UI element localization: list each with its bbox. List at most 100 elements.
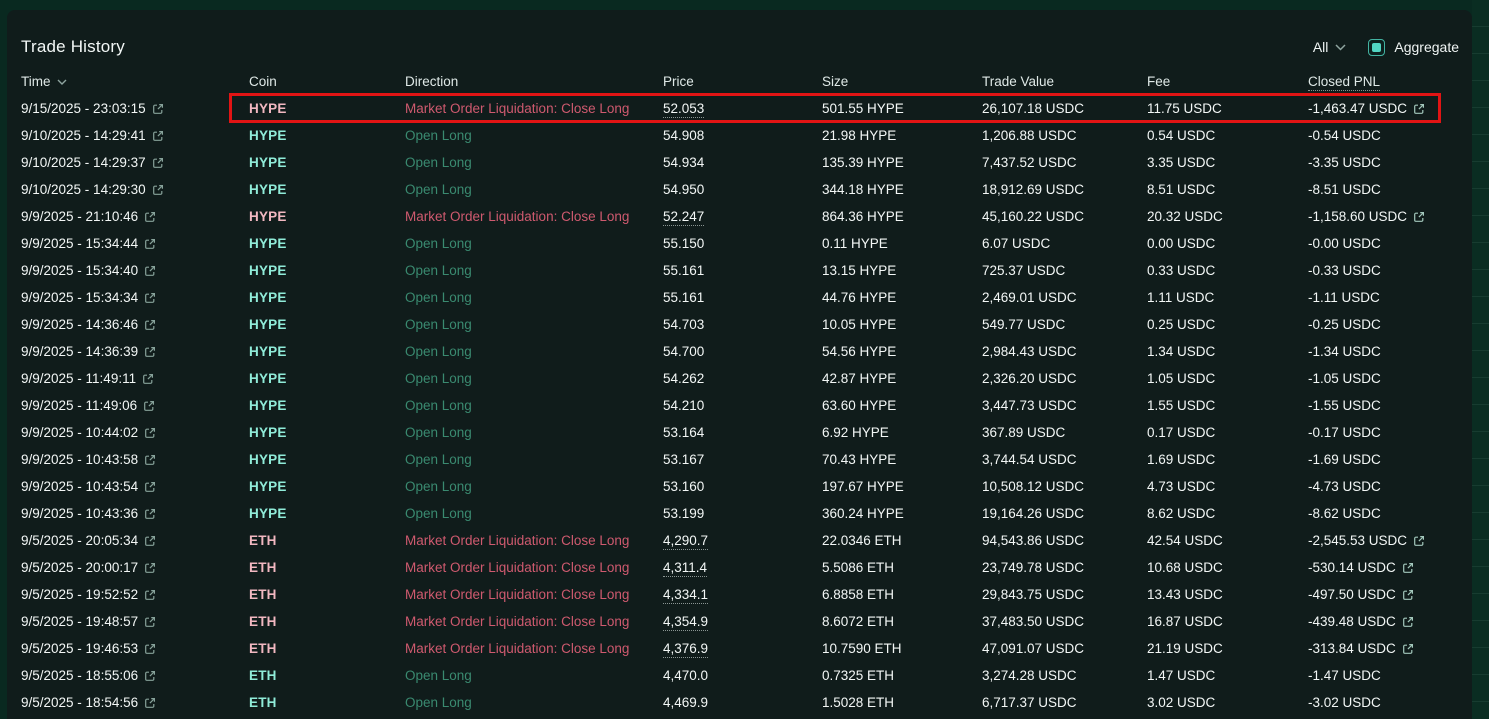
external-link-icon[interactable] bbox=[144, 292, 156, 304]
coin-value: HYPE bbox=[249, 398, 287, 413]
cell-size-value: 197.67 HYPE bbox=[822, 479, 904, 494]
time-value: 9/9/2025 - 10:43:36 bbox=[21, 506, 139, 521]
cell-fee-value: 10.68 USDC bbox=[1147, 560, 1223, 575]
price-value[interactable]: 4,334.1 bbox=[663, 586, 709, 604]
closed-pnl-value: -8.51 USDC bbox=[1308, 182, 1381, 197]
direction-value: Open Long bbox=[405, 668, 472, 683]
cell-closed-pnl: -8.51 USDC bbox=[1308, 176, 1472, 203]
cell-trade-value: 18,912.69 USDC bbox=[982, 176, 1147, 203]
external-link-icon[interactable] bbox=[1402, 643, 1414, 655]
time-value: 9/9/2025 - 15:34:44 bbox=[21, 236, 139, 251]
cell-fee-value: 21.19 USDC bbox=[1147, 641, 1223, 656]
cell-trade-value-value: 94,543.86 USDC bbox=[982, 533, 1085, 548]
cell-direction: Market Order Liquidation: Close Long bbox=[405, 527, 663, 554]
external-link-icon[interactable] bbox=[144, 346, 156, 358]
cell-time: 9/5/2025 - 18:55:06 bbox=[21, 662, 249, 689]
column-header-time[interactable]: Time bbox=[21, 68, 249, 95]
time-value: 9/9/2025 - 14:36:46 bbox=[21, 317, 139, 332]
price-value[interactable]: 4,354.9 bbox=[663, 613, 709, 631]
external-link-icon[interactable] bbox=[142, 373, 154, 385]
cell-direction: Open Long bbox=[405, 473, 663, 500]
cell-fee: 0.17 USDC bbox=[1147, 419, 1308, 446]
external-link-icon[interactable] bbox=[1402, 589, 1414, 601]
cell-trade-value-value: 2,469.01 USDC bbox=[982, 290, 1077, 305]
direction-value: Market Order Liquidation: Close Long bbox=[405, 101, 630, 116]
direction-value: Open Long bbox=[405, 425, 472, 440]
cell-size-value: 135.39 HYPE bbox=[822, 155, 904, 170]
external-link-icon[interactable] bbox=[144, 616, 156, 628]
cell-fee: 1.05 USDC bbox=[1147, 365, 1308, 392]
sort-chevron-down-icon[interactable] bbox=[57, 79, 67, 85]
cell-fee-value: 0.25 USDC bbox=[1147, 317, 1216, 332]
external-link-icon[interactable] bbox=[144, 319, 156, 331]
cell-price: 4,376.9 bbox=[663, 640, 822, 658]
cell-size: 501.55 HYPE bbox=[822, 95, 982, 122]
cell-closed-pnl: -1,463.47 USDC bbox=[1308, 95, 1472, 122]
trade-history-table: Time Coin Direction Price Size Trade Value Fee… bbox=[21, 68, 1472, 716]
column-header-coin: Coin bbox=[249, 68, 405, 95]
external-link-icon[interactable] bbox=[144, 643, 156, 655]
external-link-icon[interactable] bbox=[1413, 535, 1425, 547]
price-value[interactable]: 4,290.7 bbox=[663, 532, 709, 550]
cell-size: 864.36 HYPE bbox=[822, 203, 982, 230]
cell-closed-pnl: -3.02 USDC bbox=[1308, 689, 1472, 716]
direction-value: Open Long bbox=[405, 344, 472, 359]
cell-fee-value: 1.11 USDC bbox=[1147, 290, 1215, 305]
external-link-icon[interactable] bbox=[152, 103, 164, 115]
cell-price: 53.160 bbox=[663, 473, 822, 500]
cell-size-value: 360.24 HYPE bbox=[822, 506, 904, 521]
external-link-icon[interactable] bbox=[144, 535, 156, 547]
external-link-icon[interactable] bbox=[144, 508, 156, 520]
direction-value: Open Long bbox=[405, 317, 472, 332]
time-value: 9/9/2025 - 21:10:46 bbox=[21, 209, 139, 224]
price-value[interactable]: 4,376.9 bbox=[663, 640, 709, 658]
cell-coin: ETH bbox=[249, 662, 405, 689]
column-header-fee: Fee bbox=[1147, 68, 1308, 95]
external-link-icon[interactable] bbox=[144, 265, 156, 277]
aggregate-toggle[interactable]: Aggregate bbox=[1368, 38, 1459, 56]
price-value: 54.262 bbox=[663, 371, 705, 386]
external-link-icon[interactable] bbox=[144, 454, 156, 466]
cell-fee: 8.51 USDC bbox=[1147, 176, 1308, 203]
external-link-icon[interactable] bbox=[144, 238, 156, 250]
coin-filter-dropdown[interactable]: All bbox=[1313, 39, 1347, 55]
direction-value: Open Long bbox=[405, 695, 472, 710]
external-link-icon[interactable] bbox=[144, 481, 156, 493]
price-value: 53.160 bbox=[663, 479, 705, 494]
external-link-icon[interactable] bbox=[144, 211, 156, 223]
external-link-icon[interactable] bbox=[144, 697, 156, 709]
coin-value: HYPE bbox=[249, 452, 287, 467]
external-link-icon[interactable] bbox=[143, 400, 155, 412]
price-value[interactable]: 52.053 bbox=[663, 100, 705, 118]
aggregate-checkbox[interactable] bbox=[1368, 38, 1386, 56]
external-link-icon[interactable] bbox=[152, 157, 164, 169]
external-link-icon[interactable] bbox=[1413, 211, 1425, 223]
external-link-icon[interactable] bbox=[144, 562, 156, 574]
cell-trade-value-value: 18,912.69 USDC bbox=[982, 182, 1085, 197]
external-link-icon[interactable] bbox=[1402, 562, 1414, 574]
table-row: 9/5/2025 - 20:00:17 ETH Market Order Liqui… bbox=[21, 554, 1472, 581]
external-link-icon[interactable] bbox=[144, 670, 156, 682]
price-value[interactable]: 52.247 bbox=[663, 208, 705, 226]
closed-pnl-value: -1.34 USDC bbox=[1308, 344, 1381, 359]
cell-price: 54.210 bbox=[663, 392, 822, 419]
cell-closed-pnl: -0.54 USDC bbox=[1308, 122, 1472, 149]
cell-trade-value: 3,744.54 USDC bbox=[982, 446, 1147, 473]
external-link-icon[interactable] bbox=[144, 589, 156, 601]
direction-value: Market Order Liquidation: Close Long bbox=[405, 560, 630, 575]
cell-direction: Open Long bbox=[405, 311, 663, 338]
chevron-down-icon bbox=[1335, 43, 1346, 51]
direction-value: Open Long bbox=[405, 371, 472, 386]
cell-size: 135.39 HYPE bbox=[822, 149, 982, 176]
price-value[interactable]: 4,311.4 bbox=[663, 559, 708, 577]
external-link-icon[interactable] bbox=[144, 427, 156, 439]
cell-trade-value-value: 3,744.54 USDC bbox=[982, 452, 1077, 467]
external-link-icon[interactable] bbox=[152, 184, 164, 196]
external-link-icon[interactable] bbox=[152, 130, 164, 142]
external-link-icon[interactable] bbox=[1413, 103, 1425, 115]
cell-size-value: 501.55 HYPE bbox=[822, 101, 904, 116]
column-header-size: Size bbox=[822, 68, 982, 95]
direction-value: Open Long bbox=[405, 263, 472, 278]
external-link-icon[interactable] bbox=[1402, 616, 1414, 628]
table-row: 9/9/2025 - 21:10:46 HYPE Market Order Liqu… bbox=[21, 203, 1472, 230]
